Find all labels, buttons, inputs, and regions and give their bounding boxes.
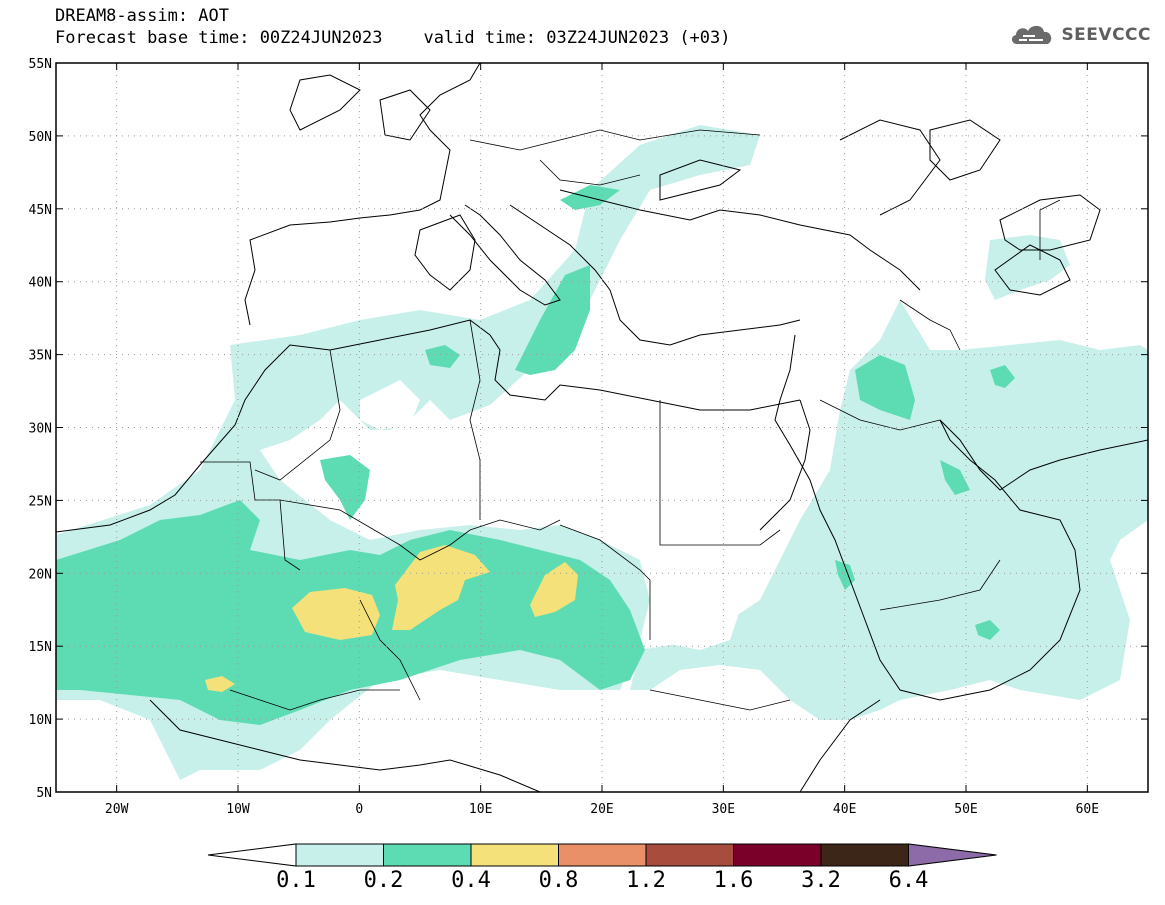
lon-label: 20W [105,802,129,817]
cloud-icon [1012,25,1052,44]
lat-label: 5N [36,786,52,801]
colorbar-under-arrow [207,843,297,867]
lat-label: 35N [29,349,52,364]
lat-label: 30N [29,422,52,437]
forecast-times: Forecast base time: 00Z24JUN2023 valid t… [55,28,731,48]
logo-text: SEEVCCC [1061,25,1151,45]
seevccc-logo: SEEVCCC [1009,20,1151,50]
colorbar-segment [295,843,384,867]
longitude-labels: 20W 10W 0 10E 20E 30E 40E 50E 60E [105,802,1099,817]
lon-label: 0 [355,802,363,817]
lat-label: 40N [29,276,52,291]
colorbar-label: 6.4 [888,868,929,893]
colorbar [207,843,997,867]
lat-label: 15N [29,640,52,655]
lon-label: 10E [469,802,492,817]
lon-label: 30E [712,802,735,817]
lon-label: 50E [954,802,977,817]
axis-ticks [56,62,1148,793]
colorbar-segment [820,843,909,867]
colorbar-segment [558,843,647,867]
lat-label: 10N [29,713,52,728]
lat-label: 20N [29,567,52,582]
country-borders [200,129,1061,711]
lat-label: 25N [29,494,52,509]
aot-level-0.4 [205,545,578,692]
colorbar-label: 1.6 [713,868,754,893]
colorbar-over-arrow [908,843,997,867]
aot-field [56,125,1148,780]
coastlines [56,63,1148,792]
colorbar-label: 1.2 [626,868,666,893]
colorbar-segment [733,843,822,867]
colorbar-segment [470,843,559,867]
lon-label: 40E [833,802,856,817]
aot-gaps [360,380,740,650]
lat-label: 45N [29,203,52,218]
lat-label: 55N [29,57,52,72]
lon-label: 60E [1076,802,1099,817]
lat-label: 50N [29,130,52,145]
colorbar-segment [383,843,472,867]
colorbar-segment [645,843,734,867]
latitude-labels: 55N 50N 45N 40N 35N 30N 25N 20N 15N 10N 5N [29,57,52,801]
colorbar-label: 0.4 [451,868,491,893]
lon-label: 10W [226,802,250,817]
colorbar-label: 0.2 [363,868,404,893]
colorbar-label: 0.8 [538,868,579,893]
colorbar-label: 0.1 [276,868,316,893]
chart-title: DREAM8-assim: AOT [55,6,229,26]
lon-label: 20E [590,802,613,817]
colorbar-label: 3.2 [801,868,841,893]
